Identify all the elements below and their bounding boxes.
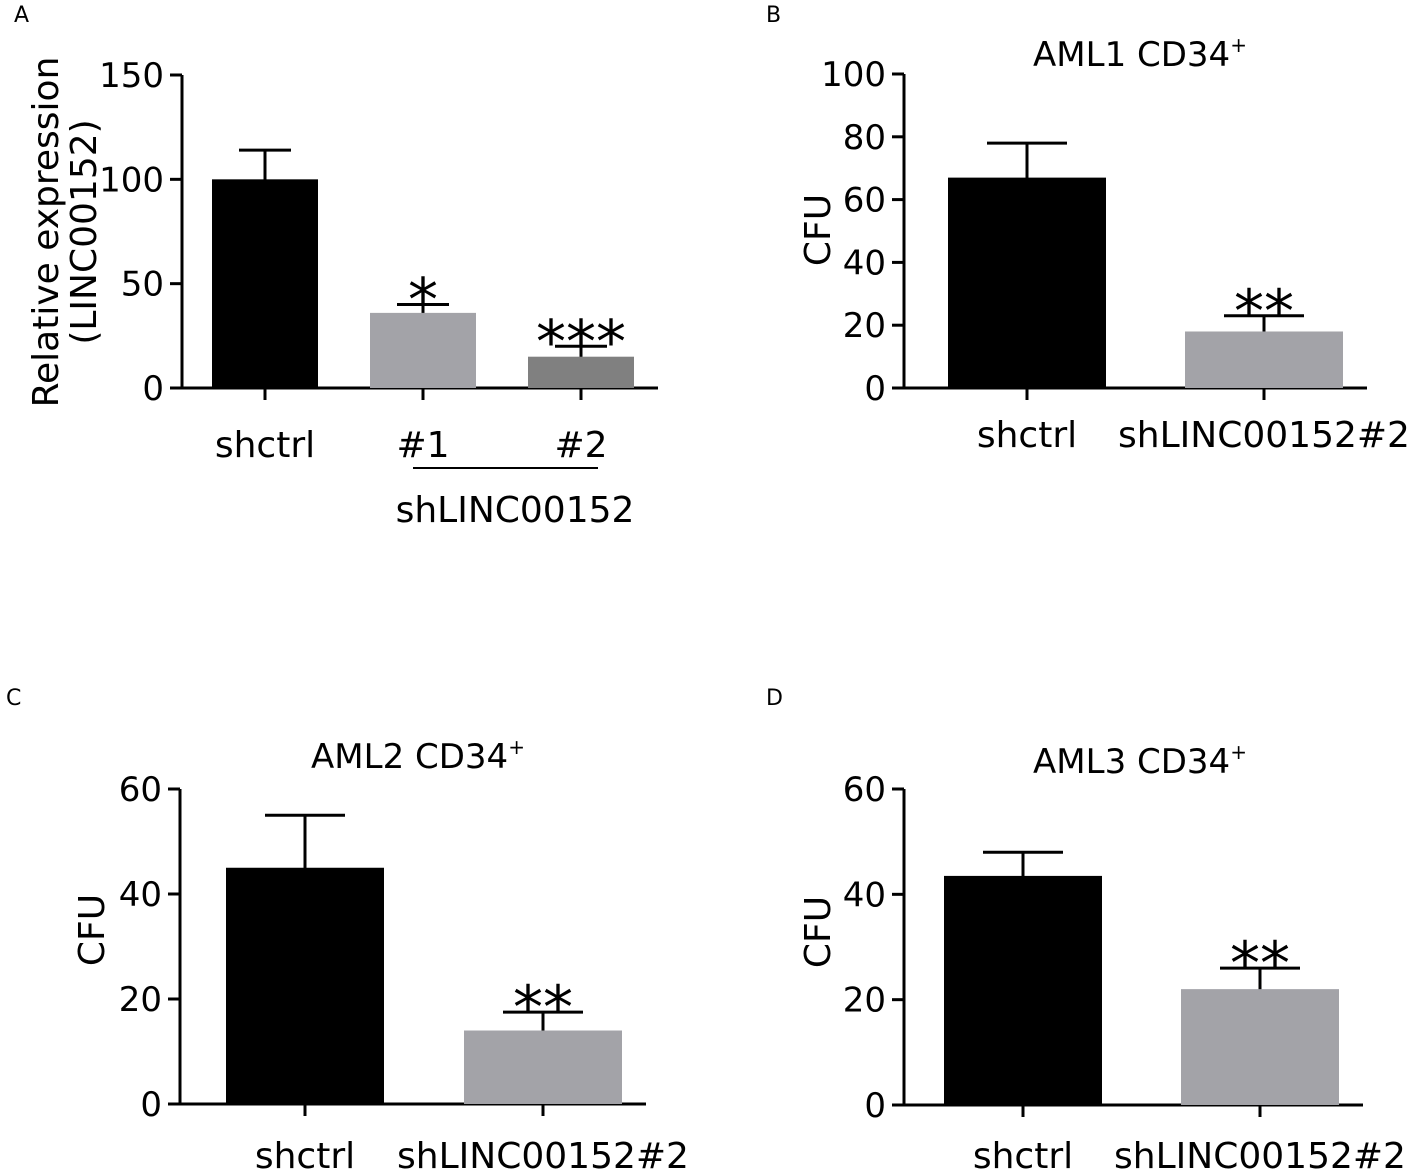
bar-1 [944, 875, 1102, 1105]
panel-a: A 0 50 100 150 Relative expression(LINC00152)… [14, 3, 658, 531]
panel-letter: C [6, 686, 21, 711]
x-category-label: shctrl [255, 1136, 355, 1172]
x-category-label: shctrl [215, 425, 315, 466]
bar-2 [1181, 989, 1339, 1105]
bar-2 [464, 1030, 622, 1104]
chart-title-superscript: + [508, 735, 525, 759]
y-tick-label: 20 [119, 980, 162, 1020]
x-category-label: #1 [396, 425, 449, 466]
x-category-label: shLINC00152#2 [1118, 415, 1410, 456]
y-tick-label: 50 [121, 265, 164, 305]
significance-label: * [408, 266, 438, 336]
x-category-label: #2 [554, 425, 607, 466]
significance-label: ** [1234, 277, 1294, 347]
y-tick-label: 60 [843, 181, 886, 221]
y-tick-label: 40 [843, 243, 886, 283]
chart-title: AML2 CD34+ [311, 735, 525, 777]
group-label: shLINC00152 [396, 490, 635, 531]
chart-title-text: AML1 CD34 [1033, 35, 1230, 75]
panel-letter: B [766, 3, 781, 28]
y-tick-label: 80 [843, 118, 886, 158]
y-axis-title: CFU [798, 194, 839, 266]
y-axis-title-line: Relative expression [26, 57, 67, 408]
chart-title: AML1 CD34+ [1033, 33, 1247, 75]
y-tick-label: 100 [99, 160, 164, 200]
y-tick-label: 0 [864, 369, 886, 409]
bar-1 [212, 179, 318, 388]
bar-1 [226, 867, 384, 1104]
x-category-label: shLINC00152#2 [1114, 1136, 1406, 1172]
y-tick-label: 40 [843, 875, 886, 915]
y-tick-label: 100 [821, 55, 886, 95]
significance-label: ** [513, 973, 573, 1043]
x-category-label: shctrl [973, 1136, 1073, 1172]
bar-2 [1185, 331, 1343, 388]
panel-letter: D [766, 686, 783, 711]
bar-2 [370, 312, 476, 388]
y-tick-label: 40 [119, 875, 162, 915]
y-axis-title: CFU [798, 896, 839, 968]
chart-title-text: AML2 CD34 [311, 737, 508, 777]
y-tick-label: 0 [864, 1086, 886, 1126]
bar-1 [948, 177, 1106, 388]
x-category-label: shctrl [977, 415, 1077, 456]
y-tick-label: 0 [140, 1085, 162, 1125]
chart-title-superscript: + [1230, 33, 1247, 57]
significance-label: *** [536, 307, 626, 377]
panel-letter: A [14, 3, 29, 28]
y-tick-label: 0 [142, 369, 164, 409]
y-tick-label: 20 [843, 306, 886, 346]
bar-3 [528, 356, 634, 388]
y-tick-label: 60 [119, 770, 162, 810]
x-category-label: shLINC00152#2 [397, 1136, 689, 1172]
y-tick-label: 60 [843, 770, 886, 810]
chart-title-text: AML3 CD34 [1033, 742, 1230, 782]
y-axis-title: CFU [72, 894, 113, 966]
chart-title: AML3 CD34+ [1033, 740, 1247, 782]
y-tick-label: 20 [843, 981, 886, 1021]
significance-label: ** [1230, 929, 1290, 999]
y-axis-title-line: (LINC00152) [64, 119, 105, 344]
chart-title-superscript: + [1230, 740, 1247, 764]
y-tick-label: 150 [99, 56, 164, 96]
